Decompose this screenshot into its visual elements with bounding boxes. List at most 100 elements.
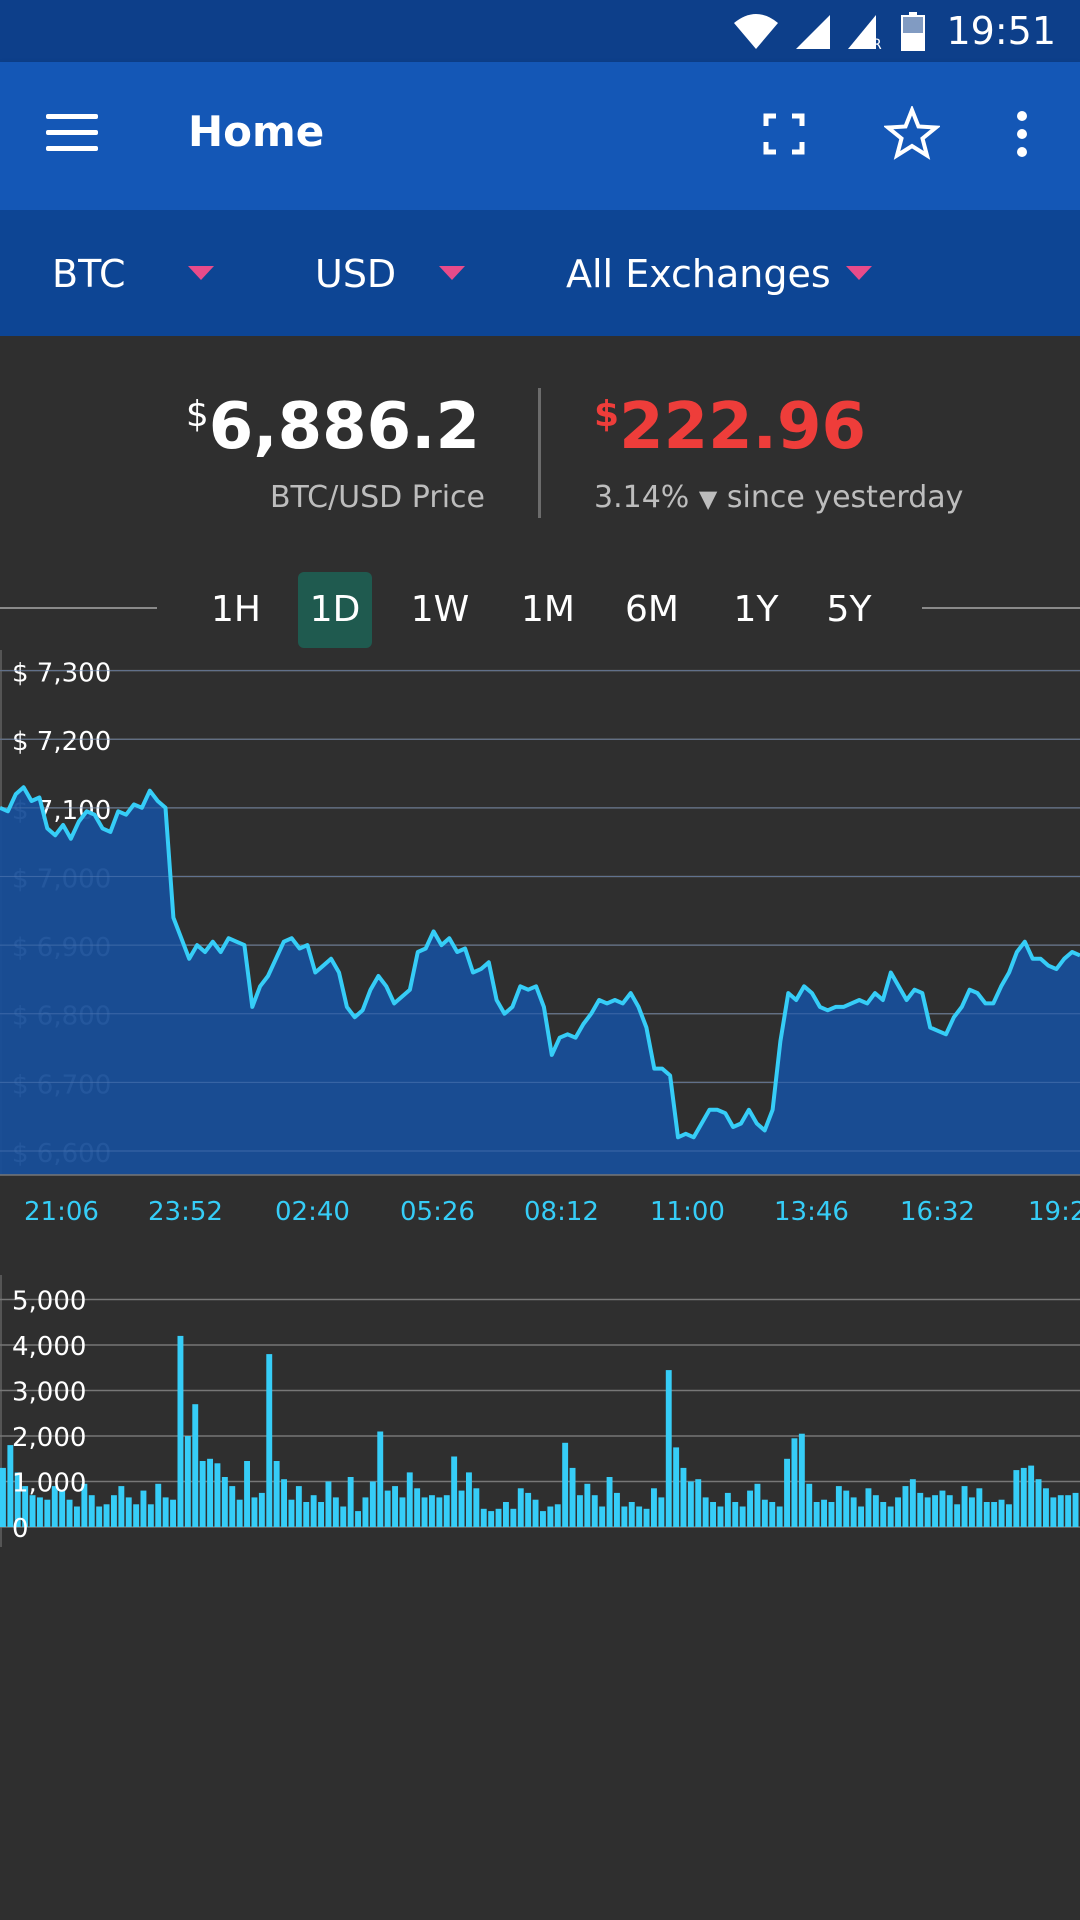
volume-bar bbox=[754, 1483, 761, 1527]
volume-bar bbox=[81, 1483, 88, 1527]
volume-bar bbox=[303, 1502, 310, 1527]
tab-5y[interactable]: 5Y bbox=[826, 589, 872, 630]
volume-bar bbox=[510, 1508, 517, 1527]
currency-dropdown-icon[interactable] bbox=[439, 266, 465, 280]
price-x-tick-label: 19:2 bbox=[1028, 1197, 1080, 1226]
menu-icon[interactable] bbox=[46, 114, 98, 158]
tab-6m[interactable]: 6M bbox=[625, 589, 679, 630]
volume-chart[interactable]: 5,000 4,000 3,000 2,000 1,000 0 bbox=[0, 1275, 1080, 1550]
volume-bar bbox=[961, 1486, 968, 1527]
volume-bar bbox=[192, 1404, 199, 1527]
exchange-dropdown-icon[interactable] bbox=[846, 266, 872, 280]
volume-bar bbox=[998, 1499, 1005, 1527]
volume-bar bbox=[207, 1458, 213, 1527]
star-icon[interactable] bbox=[880, 102, 944, 166]
price-y-tick-label: $ 7,300 bbox=[12, 659, 111, 689]
volume-bar bbox=[74, 1506, 80, 1527]
tab-1y[interactable]: 1Y bbox=[733, 589, 779, 630]
volume-y-tick-label: 4,000 bbox=[12, 1332, 86, 1362]
volume-bar bbox=[399, 1497, 406, 1527]
volume-bar bbox=[273, 1461, 280, 1527]
volume-bar bbox=[599, 1506, 606, 1527]
volume-bar bbox=[236, 1499, 243, 1527]
volume-bar bbox=[332, 1497, 339, 1527]
volume-y-tick-label: 3,000 bbox=[12, 1378, 86, 1408]
volume-bar bbox=[887, 1506, 894, 1527]
volume-bar bbox=[517, 1488, 524, 1527]
volume-bar bbox=[761, 1499, 768, 1527]
volume-bar bbox=[88, 1495, 95, 1527]
change-percent: 3.14% bbox=[594, 480, 690, 515]
volume-y-tick-label: 2,000 bbox=[12, 1423, 86, 1453]
volume-bar bbox=[1035, 1479, 1042, 1527]
volume-bar bbox=[1072, 1492, 1079, 1527]
coin-dropdown-icon[interactable] bbox=[188, 266, 214, 280]
volume-bar bbox=[835, 1486, 842, 1527]
volume-bar bbox=[177, 1335, 184, 1527]
volume-bar bbox=[784, 1458, 790, 1527]
exchange-selector[interactable]: All Exchanges bbox=[566, 252, 831, 296]
volume-bar bbox=[636, 1506, 643, 1527]
price-x-tick-label: 23:52 bbox=[148, 1197, 223, 1226]
price-label: BTC/USD Price bbox=[269, 480, 485, 515]
current-price: $6,886.2 bbox=[186, 390, 480, 464]
volume-y-axis-line bbox=[0, 1275, 2, 1547]
volume-bar bbox=[872, 1495, 879, 1527]
volume-bar bbox=[569, 1467, 576, 1527]
change-summary: 3.14% ▼ since yesterday bbox=[594, 480, 963, 515]
volume-bar bbox=[495, 1508, 502, 1527]
volume-bar bbox=[976, 1488, 983, 1527]
volume-bar bbox=[22, 1486, 29, 1527]
volume-bar bbox=[1013, 1470, 1020, 1527]
volume-bar bbox=[340, 1506, 347, 1527]
volume-bar bbox=[1028, 1465, 1035, 1527]
price-area-fill bbox=[0, 787, 1080, 1175]
volume-bar bbox=[466, 1472, 472, 1527]
range-line-left bbox=[0, 607, 157, 609]
price-chart[interactable]: $ 7,300$ 7,200$ 7,100$ 7,000$ 6,900$ 6,8… bbox=[0, 650, 1080, 1226]
volume-bar bbox=[909, 1479, 916, 1527]
price-divider bbox=[538, 388, 541, 518]
volume-bar bbox=[665, 1370, 672, 1527]
volume-bar bbox=[939, 1490, 946, 1527]
volume-bar bbox=[162, 1497, 169, 1527]
volume-bar bbox=[813, 1502, 820, 1527]
volume-bar bbox=[554, 1504, 561, 1527]
volume-bar bbox=[932, 1495, 938, 1527]
volume-bar bbox=[258, 1492, 265, 1527]
volume-bar bbox=[155, 1483, 162, 1527]
tab-1d[interactable]: 1D bbox=[298, 572, 372, 648]
volume-bar bbox=[895, 1497, 901, 1527]
volume-bar bbox=[739, 1506, 746, 1527]
volume-bar bbox=[29, 1495, 36, 1527]
volume-bar bbox=[266, 1354, 273, 1527]
tab-1h[interactable]: 1H bbox=[211, 589, 261, 630]
status-icons: R bbox=[732, 11, 926, 51]
volume-bar bbox=[199, 1461, 206, 1527]
volume-bar bbox=[983, 1502, 990, 1527]
price-x-tick-label: 13:46 bbox=[774, 1197, 849, 1226]
change-currency-symbol: $ bbox=[594, 394, 620, 435]
volume-bar bbox=[658, 1497, 665, 1527]
volume-bar bbox=[51, 1486, 58, 1527]
volume-bar bbox=[473, 1488, 480, 1527]
fullscreen-icon[interactable] bbox=[752, 102, 816, 166]
volume-bar bbox=[221, 1477, 228, 1527]
currency-selector[interactable]: USD bbox=[315, 252, 397, 296]
volume-bar bbox=[384, 1490, 391, 1527]
volume-bar bbox=[525, 1492, 532, 1527]
volume-bar bbox=[643, 1508, 650, 1527]
tab-1m[interactable]: 1M bbox=[521, 589, 575, 630]
volume-bar bbox=[458, 1490, 465, 1527]
more-options-icon[interactable] bbox=[990, 102, 1054, 166]
tab-1w[interactable]: 1W bbox=[410, 589, 470, 630]
volume-bar bbox=[14, 1472, 21, 1527]
volume-bar bbox=[843, 1490, 850, 1527]
volume-bar bbox=[406, 1472, 413, 1527]
volume-bar bbox=[540, 1511, 546, 1527]
volume-bar bbox=[828, 1502, 835, 1527]
volume-bar bbox=[362, 1497, 369, 1527]
coin-selector[interactable]: BTC bbox=[52, 252, 126, 296]
status-bar: R 19:51 bbox=[0, 0, 1080, 62]
volume-bar bbox=[769, 1502, 776, 1527]
